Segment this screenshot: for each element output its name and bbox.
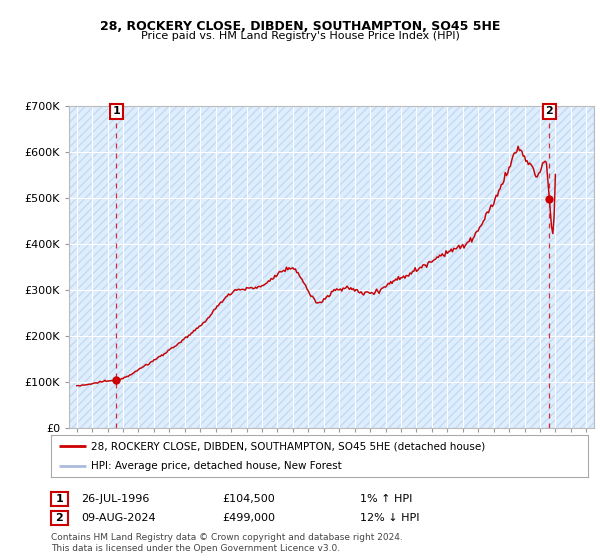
Text: £104,500: £104,500	[222, 494, 275, 504]
Text: 12% ↓ HPI: 12% ↓ HPI	[360, 513, 419, 523]
Text: 28, ROCKERY CLOSE, DIBDEN, SOUTHAMPTON, SO45 5HE: 28, ROCKERY CLOSE, DIBDEN, SOUTHAMPTON, …	[100, 20, 500, 32]
Text: 26-JUL-1996: 26-JUL-1996	[81, 494, 149, 504]
Text: Price paid vs. HM Land Registry's House Price Index (HPI): Price paid vs. HM Land Registry's House …	[140, 31, 460, 41]
Text: 1: 1	[56, 494, 63, 504]
Text: £499,000: £499,000	[222, 513, 275, 523]
Text: 2: 2	[56, 513, 63, 523]
Text: 2: 2	[545, 106, 553, 116]
Text: Contains HM Land Registry data © Crown copyright and database right 2024.
This d: Contains HM Land Registry data © Crown c…	[51, 533, 403, 553]
Text: 09-AUG-2024: 09-AUG-2024	[81, 513, 155, 523]
Text: 1: 1	[113, 106, 120, 116]
Text: 28, ROCKERY CLOSE, DIBDEN, SOUTHAMPTON, SO45 5HE (detached house): 28, ROCKERY CLOSE, DIBDEN, SOUTHAMPTON, …	[91, 441, 485, 451]
Text: 1% ↑ HPI: 1% ↑ HPI	[360, 494, 412, 504]
Text: HPI: Average price, detached house, New Forest: HPI: Average price, detached house, New …	[91, 461, 342, 471]
